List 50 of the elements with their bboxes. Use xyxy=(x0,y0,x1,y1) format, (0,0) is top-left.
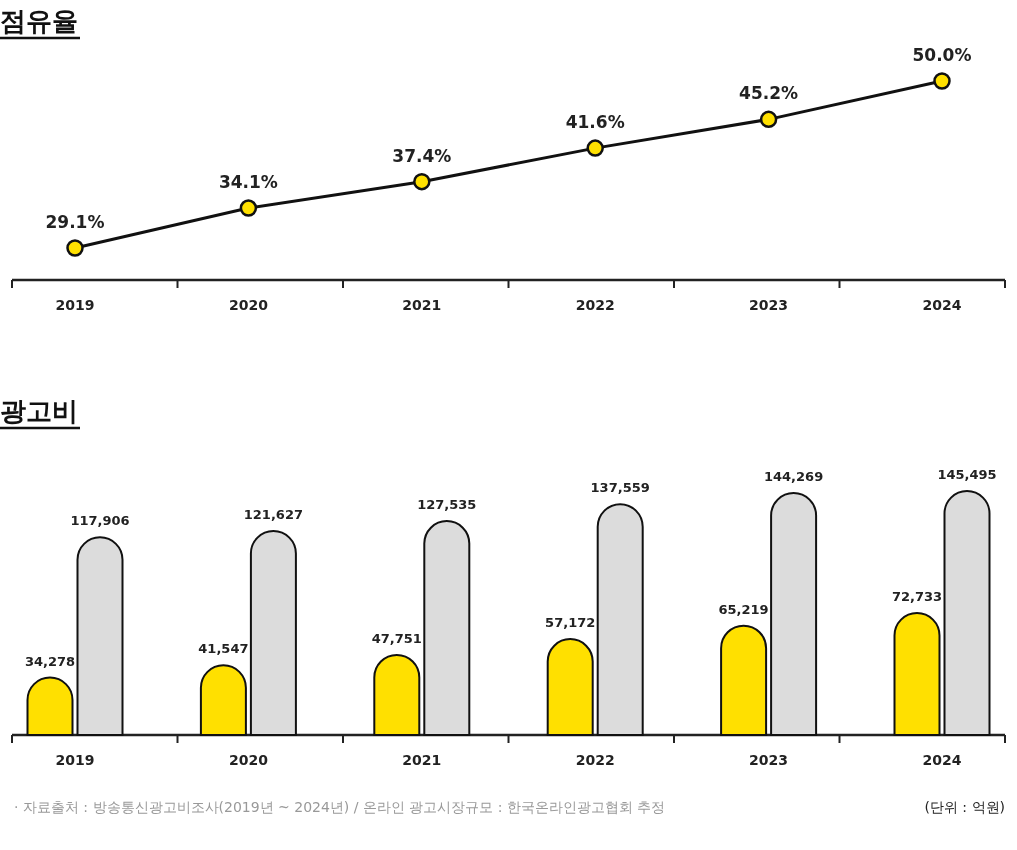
data-label: 117,906 xyxy=(70,513,130,529)
point xyxy=(759,110,778,129)
bar xyxy=(893,612,941,736)
point xyxy=(586,139,604,157)
x-tick-label: 2021 xyxy=(402,297,442,313)
bar xyxy=(546,638,594,736)
x-tick-label: 2019 xyxy=(55,297,95,313)
data-label: 50.0% xyxy=(912,45,972,65)
x-tick-label: 2020 xyxy=(228,297,269,313)
data-label: 41.6% xyxy=(565,112,625,133)
point xyxy=(933,72,951,90)
bar xyxy=(423,520,471,736)
data-label: 41,547 xyxy=(198,641,249,657)
data-label: 34.1% xyxy=(218,172,278,193)
bar xyxy=(249,530,297,736)
bar xyxy=(770,492,818,736)
data-label: 127,535 xyxy=(417,497,477,513)
x-tick-label: 2023 xyxy=(749,297,789,313)
data-label: 137,559 xyxy=(590,480,650,496)
text: · 자료출처 : 방송통신광고비조사(2019년 ~ 2024년) / 온라인 광고시장규모 : 한국온라인광고협회 추정 xyxy=(14,799,666,815)
point xyxy=(66,239,84,257)
data-label: 57,172 xyxy=(545,615,596,631)
x-tick-label: 2020 xyxy=(228,752,269,768)
chart-title: 점유율 xyxy=(0,6,78,36)
text: (단위 : 억원) xyxy=(924,799,1005,815)
data-label: 65,219 xyxy=(718,601,769,617)
bar xyxy=(373,653,421,736)
data-label: 34,278 xyxy=(24,653,76,669)
point xyxy=(413,172,431,191)
data-label: 121,627 xyxy=(243,507,304,523)
bar xyxy=(596,503,644,736)
point xyxy=(239,199,258,217)
data-label: 45.2% xyxy=(739,83,799,104)
x-tick-label: 2023 xyxy=(749,752,789,768)
bar xyxy=(76,536,124,736)
bar xyxy=(943,490,991,736)
data-label: 37.4% xyxy=(392,145,452,166)
x-tick-label: 2021 xyxy=(402,752,442,768)
data-label: 72,733 xyxy=(891,589,943,605)
x-tick-label: 2022 xyxy=(575,297,615,313)
x-tick-label: 2022 xyxy=(575,752,615,768)
chart-title: 광고비 xyxy=(0,396,78,426)
x-tick-label: 2024 xyxy=(922,297,962,313)
data-label: 47,751 xyxy=(371,630,422,646)
data-label: 29.1% xyxy=(45,212,105,232)
x-tick-label: 2019 xyxy=(55,752,95,768)
data-label: 144,269 xyxy=(763,469,824,485)
data-label: 145,495 xyxy=(937,467,997,482)
x-tick-label: 2024 xyxy=(922,752,962,768)
bar xyxy=(720,624,768,736)
